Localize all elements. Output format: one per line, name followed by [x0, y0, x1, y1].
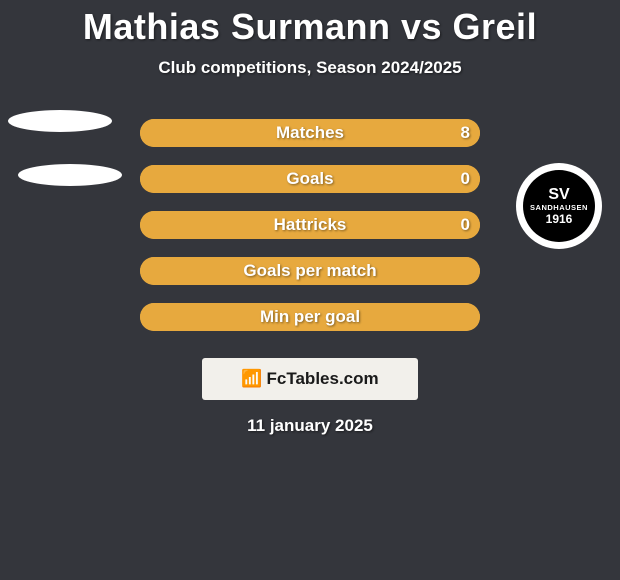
watermark: 📶 FcTables.com [202, 358, 418, 400]
stat-row: Goals 0 [0, 156, 620, 202]
date-label: 11 january 2025 [0, 416, 620, 436]
stat-label: Goals per match [243, 261, 376, 281]
stat-bar: Goals [140, 165, 480, 193]
stat-bar: Goals per match [140, 257, 480, 285]
stat-row: Matches 8 [0, 110, 620, 156]
stat-row: Goals per match [0, 248, 620, 294]
stat-value-right: 0 [461, 169, 470, 189]
stats-area: SV SANDHAUSEN 1916 Matches 8 Goals 0 [0, 110, 620, 340]
stat-bar: Hattricks [140, 211, 480, 239]
stat-value-right: 8 [461, 123, 470, 143]
stat-row: Hattricks 0 [0, 202, 620, 248]
stat-bar: Min per goal [140, 303, 480, 331]
stat-bar: Matches [140, 119, 480, 147]
stat-row: Min per goal [0, 294, 620, 340]
infographic-root: Mathias Surmann vs Greil Club competitio… [0, 0, 620, 580]
stat-label: Hattricks [274, 215, 347, 235]
page-subtitle: Club competitions, Season 2024/2025 [0, 58, 620, 78]
chart-icon: 📶 [241, 369, 262, 389]
stat-label: Min per goal [260, 307, 360, 327]
page-title: Mathias Surmann vs Greil [0, 0, 620, 48]
stat-label: Matches [276, 123, 344, 143]
stat-label: Goals [286, 169, 333, 189]
watermark-text: FcTables.com [267, 369, 379, 389]
stat-value-right: 0 [461, 215, 470, 235]
